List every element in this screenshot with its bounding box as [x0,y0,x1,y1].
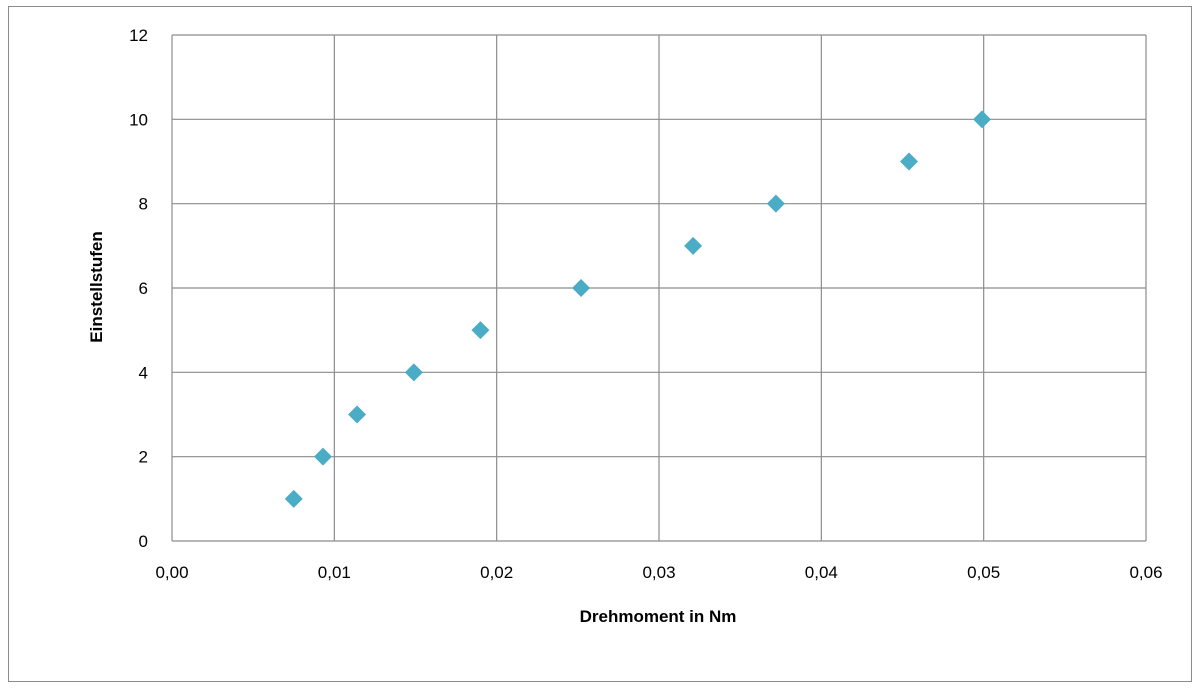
y-tick-label: 4 [139,363,148,382]
x-tick-label: 0,01 [318,563,351,582]
data-point [684,236,703,255]
data-point [572,279,591,297]
data-point [313,447,332,466]
x-axis-title: Drehmoment in Nm [580,607,737,626]
data-point [973,110,992,129]
x-tick-label: 0,03 [642,563,675,582]
y-tick-label: 2 [139,448,148,467]
x-tick-label: 0,06 [1129,563,1162,582]
y-tick-label: 10 [129,110,148,129]
data-point [404,363,423,382]
data-point [899,152,918,171]
x-tick-label: 0,05 [967,563,1000,582]
x-tick-labels: 0,00 0,01 0,02 0,03 0,04 0,05 0,06 [155,563,1162,582]
x-tick-label: 0,00 [155,563,188,582]
data-point [348,405,367,424]
data-point [766,194,785,213]
y-tick-labels: 0 2 4 6 8 10 12 [129,26,148,551]
y-tick-label: 12 [129,26,148,45]
x-tick-label: 0,04 [805,563,838,582]
y-tick-label: 8 [139,195,148,214]
data-points [284,110,992,508]
y-tick-label: 6 [139,279,148,298]
x-tick-label: 0,02 [480,563,513,582]
y-tick-label: 0 [139,532,148,551]
data-point [284,489,303,508]
chart-frame [8,6,1192,682]
gridlines [171,34,1147,542]
y-axis-title: Einstellstufen [87,231,106,342]
data-point [471,321,490,340]
